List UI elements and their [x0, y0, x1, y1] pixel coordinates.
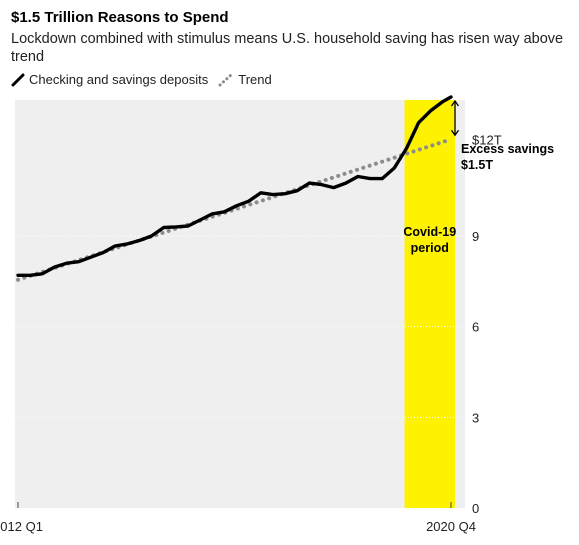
x-axis-ticks: 2012 Q1 2020 Q4	[0, 502, 476, 534]
covid-label-line2: period	[411, 241, 449, 255]
legend-dotted-swatch	[218, 73, 233, 86]
legend-label-deposits: Checking and savings deposits	[29, 72, 209, 87]
y-tick-label: 3	[472, 410, 479, 425]
y-tick-label: 9	[472, 229, 479, 244]
arrow-head-down	[450, 129, 460, 137]
covid-period-band	[404, 100, 455, 508]
y-axis-ticks: 0 3 6 9 $12T	[472, 132, 502, 516]
x-tick-label: 2020 Q4	[426, 519, 476, 534]
legend-item-trend: Trend	[218, 72, 272, 87]
legend: Checking and savings deposits Trend	[11, 72, 282, 87]
gridlines	[15, 235, 465, 418]
excess-savings-arrow	[450, 99, 460, 137]
y-tick-label: 6	[472, 320, 479, 335]
legend-label-trend: Trend	[238, 72, 272, 87]
excess-savings-label-line1: Excess savings	[461, 142, 554, 156]
x-tick-label: 2012 Q1	[0, 519, 43, 534]
chart-title: $1.5 Trillion Reasons to Spend	[11, 9, 229, 26]
legend-item-deposits: Checking and savings deposits	[11, 72, 208, 87]
deposits-series-line	[16, 95, 453, 277]
excess-savings-label-line2: $1.5T	[461, 158, 493, 172]
chart-subtitle: Lockdown combined with stimulus means U.…	[11, 31, 564, 65]
y-tick-label: 0	[472, 501, 479, 516]
covid-label-line1: Covid-19	[403, 225, 456, 239]
y-tick-label: $12T	[472, 132, 502, 147]
legend-line-swatch	[11, 73, 25, 86]
plot-background	[15, 100, 465, 508]
arrow-head-up	[450, 99, 460, 107]
